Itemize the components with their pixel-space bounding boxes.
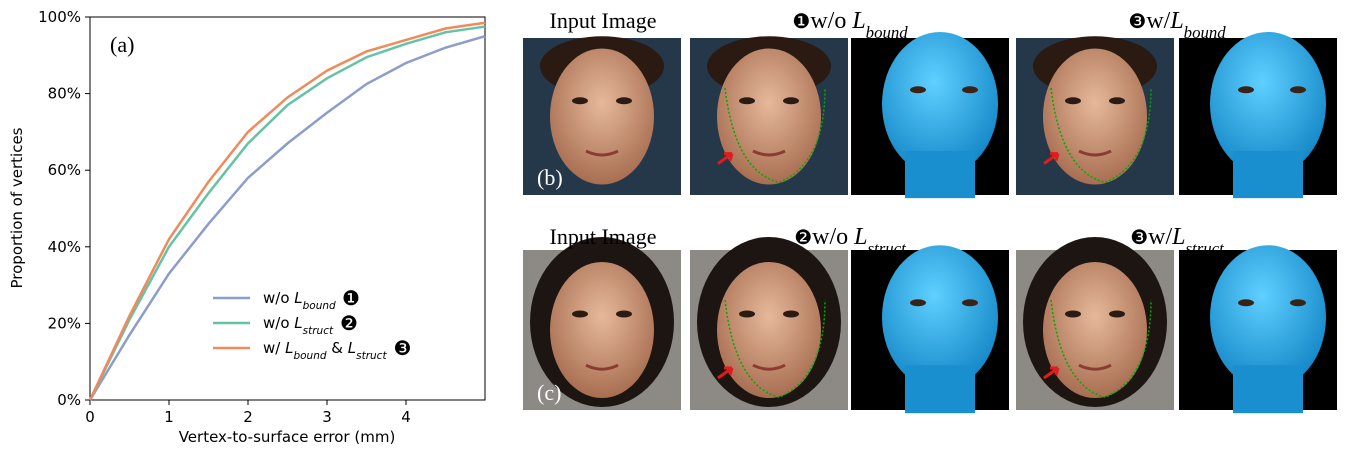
face <box>1043 49 1147 185</box>
eye <box>739 311 755 318</box>
y-tick-label: 80% <box>48 85 81 103</box>
header-marker: ❷ <box>794 225 812 249</box>
column-header: ❶w/o Lbound <box>792 8 908 42</box>
eye <box>1065 311 1081 318</box>
math-part: struct <box>303 325 334 337</box>
eye <box>1109 311 1125 318</box>
text-part: w/ <box>263 339 285 357</box>
legend-marker: ❶ <box>342 286 360 310</box>
y-tick-label: 60% <box>48 161 81 179</box>
x-tick-label: 1 <box>164 408 174 426</box>
header-marker: ❶ <box>792 9 810 33</box>
legend-marker: ❷ <box>340 311 358 335</box>
render-eye <box>1238 86 1254 93</box>
eye <box>783 311 799 318</box>
chart: (a) Vertex-to-surface error (mm) Proport… <box>8 8 485 446</box>
math-part: L <box>294 314 302 332</box>
render-eye <box>910 86 926 93</box>
math-part: L <box>285 339 293 357</box>
render-eye <box>1290 299 1306 306</box>
render-image <box>851 32 1009 198</box>
face <box>550 49 654 185</box>
math-part: L <box>348 339 356 357</box>
eye <box>572 311 588 318</box>
render-neck <box>905 151 975 198</box>
header-marker: ❸ <box>1130 225 1148 249</box>
math-part: struct <box>356 350 387 362</box>
y-tick-label: 100% <box>38 8 81 26</box>
y-tick-label: 0% <box>57 391 81 409</box>
render-image <box>851 245 1009 413</box>
photo-image <box>690 36 848 195</box>
face <box>550 262 654 398</box>
eye <box>1065 97 1081 104</box>
face <box>717 262 821 398</box>
input-title: Input Image <box>550 8 657 33</box>
face <box>1043 262 1147 398</box>
face <box>717 49 821 185</box>
eye <box>572 97 588 104</box>
figure: (a) Vertex-to-surface error (mm) Proport… <box>0 0 1348 451</box>
text-part: w/o <box>263 314 294 332</box>
render-neck <box>1233 365 1303 413</box>
column-header: ❸w/Lbound <box>1128 8 1226 42</box>
eye <box>783 97 799 104</box>
text-part: w/ <box>1148 224 1172 250</box>
legend-label: w/o Lstruct <box>263 314 334 337</box>
math-part: bound <box>293 350 326 362</box>
text-part: w/o <box>812 224 854 250</box>
y-tick-label: 20% <box>48 314 81 332</box>
render-image <box>1179 32 1337 198</box>
photo-image <box>1016 36 1174 195</box>
render-neck <box>1233 151 1303 198</box>
render-eye <box>962 86 978 93</box>
x-tick-label: 4 <box>401 408 411 426</box>
eye <box>739 97 755 104</box>
x-tick-label: 0 <box>85 408 95 426</box>
legend-label: w/o Lbound <box>263 289 336 312</box>
eye <box>616 97 632 104</box>
render-eye <box>910 299 926 306</box>
y-tick-label: 40% <box>48 238 81 256</box>
math-part: L <box>851 8 865 34</box>
text-part: w/o <box>263 289 294 307</box>
render-eye <box>1290 86 1306 93</box>
math-part: L <box>1169 8 1183 34</box>
render-eye <box>1238 299 1254 306</box>
math-part: L <box>853 224 867 250</box>
legend-label: w/ Lbound & Lstruct <box>263 339 387 362</box>
render-neck <box>905 365 975 413</box>
math-part: L <box>1171 224 1185 250</box>
x-axis-label: Vertex-to-surface error (mm) <box>179 428 396 446</box>
panel-label: (a) <box>110 32 134 57</box>
x-tick-label: 2 <box>243 408 253 426</box>
math-part: bound <box>1184 23 1227 42</box>
math-part: struct <box>868 239 907 258</box>
math-part: L <box>294 289 302 307</box>
input-title: Input Image <box>550 224 657 249</box>
eye <box>616 311 632 318</box>
panel-label: (b) <box>537 165 563 190</box>
panel-label: (c) <box>537 380 561 405</box>
render-eye <box>962 299 978 306</box>
x-tick-label: 3 <box>322 408 332 426</box>
math-part: bound <box>866 23 909 42</box>
math-part: struct <box>1186 239 1225 258</box>
text-part: & <box>327 339 348 357</box>
text-part: w/o <box>810 8 852 34</box>
header-marker: ❸ <box>1128 9 1146 33</box>
text-part: w/ <box>1146 8 1170 34</box>
eye <box>1109 97 1125 104</box>
y-axis-label: Proportion of vertices <box>8 127 26 288</box>
render-image <box>1179 245 1337 413</box>
legend-marker: ❸ <box>393 336 411 360</box>
math-part: bound <box>303 300 336 312</box>
